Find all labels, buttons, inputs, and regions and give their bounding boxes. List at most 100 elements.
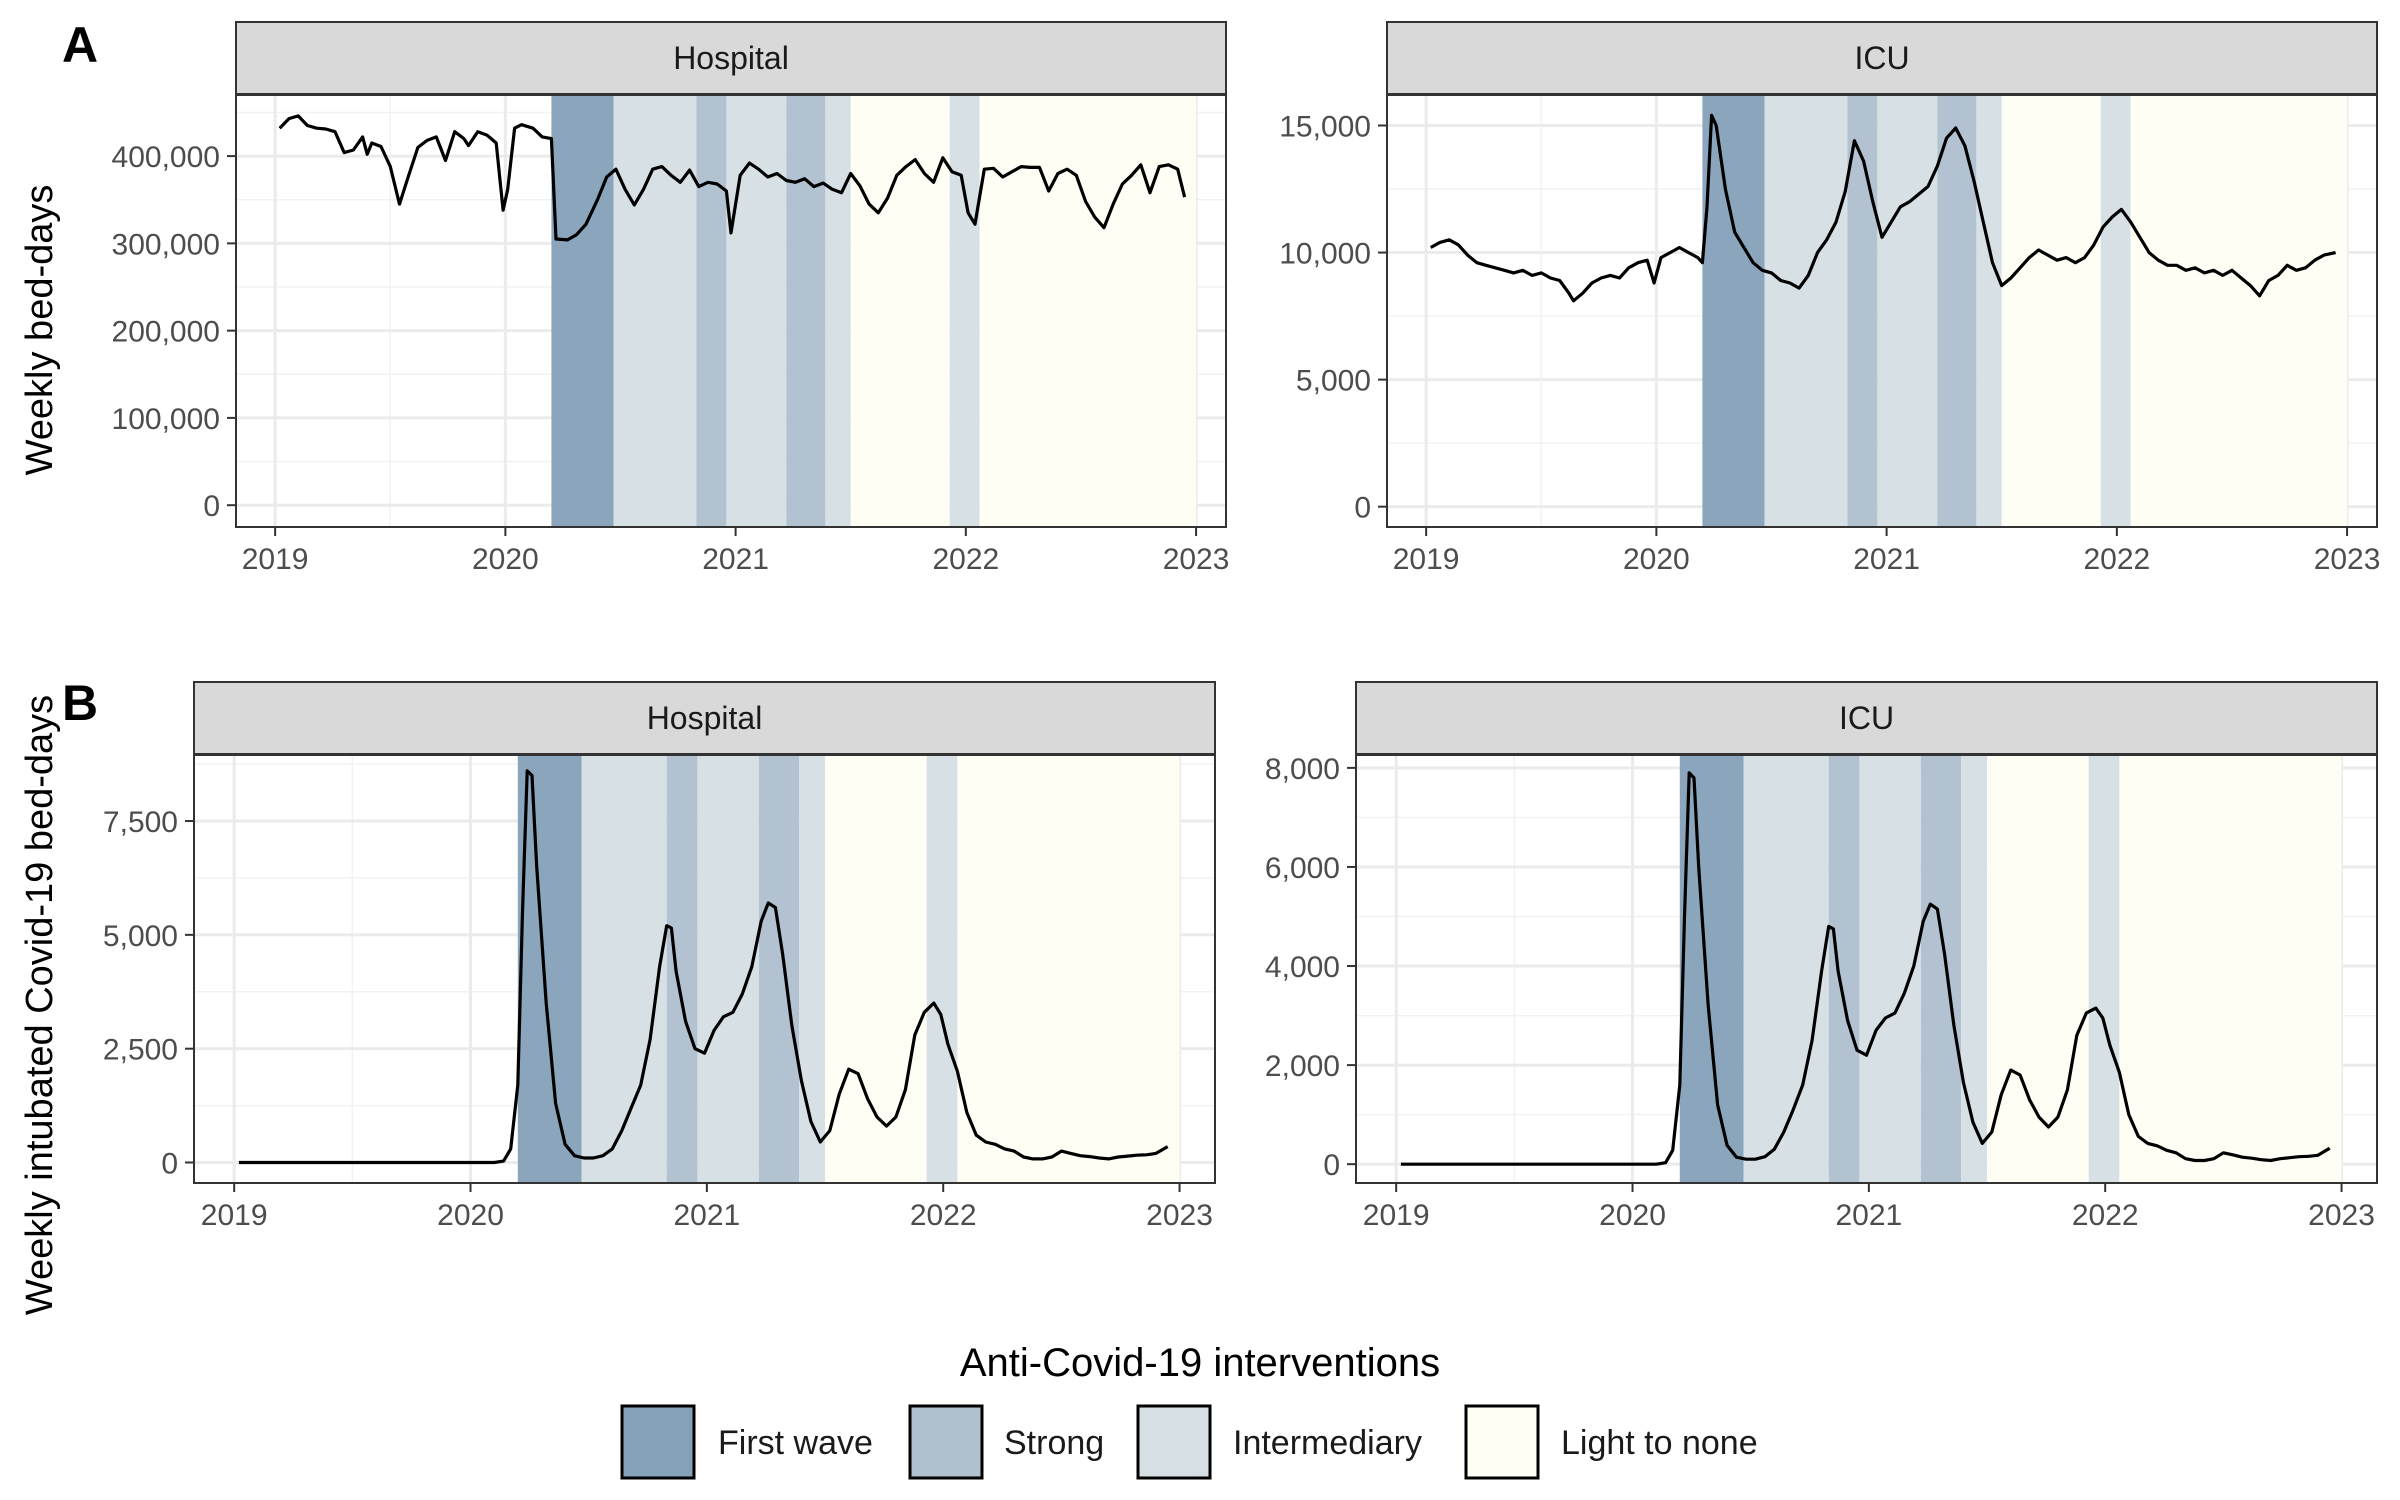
- band-intermediary: [1976, 95, 2002, 527]
- panel-border-a-hospital: [235, 94, 1227, 528]
- strip-label-b-hospital: Hospital: [647, 700, 763, 736]
- band-strong: [1937, 95, 1977, 527]
- x-tick-label: 2023: [2308, 1199, 2375, 1232]
- band-strong: [758, 755, 800, 1183]
- panel-b-icu: ICU 2019 2020 2021 2022 2023 0 2,000 4,000 6,000 8…: [1265, 681, 2378, 1232]
- panel-a-icu: ICU 2019 2020 2021 2022 2023 0 5,000 10,000 15,00…: [1279, 21, 2381, 576]
- x-tick-label: 2021: [702, 543, 769, 576]
- x-tick-label: 2022: [910, 1199, 977, 1232]
- band-intermediary: [949, 95, 980, 527]
- panel-border-b-icu: [1355, 754, 2378, 1184]
- legend-swatch-first-wave: [620, 1404, 696, 1480]
- legend-swatch-strong: [908, 1404, 984, 1480]
- strip-a-icu: [1386, 21, 2378, 95]
- band-first-wave: [551, 95, 614, 527]
- panel-border-a-icu: [1386, 94, 2378, 528]
- band-light-to-none: [825, 755, 927, 1183]
- y-tick-label: 8,000: [1265, 753, 1340, 786]
- strip-label-b-icu: ICU: [1839, 700, 1894, 736]
- y-tick-label: 15,000: [1279, 110, 1371, 143]
- y-tick-label: 0: [1323, 1149, 1340, 1182]
- legend-label-strong: Strong: [1004, 1424, 1104, 1462]
- band-intermediary: [2088, 755, 2120, 1183]
- x-tick-label: 2022: [2072, 1199, 2139, 1232]
- band-light-to-none: [1987, 755, 2089, 1183]
- x-tick-label: 2022: [932, 543, 999, 576]
- strip-a-hospital: [235, 21, 1227, 95]
- x-tick-label: 2020: [1599, 1199, 1666, 1232]
- band-light-to-none: [957, 755, 1180, 1183]
- band-intermediary: [581, 755, 667, 1183]
- y-axis-title-b: Weekly intubated Covid-19 bed-days: [19, 695, 61, 1315]
- band-intermediary: [926, 755, 958, 1183]
- y-tick-label: 10,000: [1279, 238, 1371, 271]
- y-tick-label: 6,000: [1265, 852, 1340, 885]
- y-tick-label: 200,000: [112, 316, 220, 349]
- band-intermediary: [697, 755, 759, 1183]
- x-tick-label: 2023: [1146, 1199, 1213, 1232]
- legend: Anti-Covid-19 interventions First wave S…: [620, 1341, 1758, 1480]
- band-intermediary: [1743, 755, 1829, 1183]
- y-tick-label: 300,000: [112, 228, 220, 261]
- panel-tag-a: A: [62, 17, 98, 73]
- y-tick-label: 5,000: [1296, 365, 1371, 398]
- band-light-to-none: [979, 95, 1197, 527]
- band-first-wave: [1702, 95, 1765, 527]
- panel-b-hospital: Hospital 2019 2020 2021 2022 2023 0 2,500 5,000 7…: [103, 681, 1216, 1232]
- x-tick-label: 2021: [1853, 543, 1920, 576]
- x-tick-label: 2020: [437, 1199, 504, 1232]
- y-tick-label: 4,000: [1265, 951, 1340, 984]
- band-intermediary: [1859, 755, 1921, 1183]
- band-intermediary: [1877, 95, 1938, 527]
- x-tick-label: 2020: [472, 543, 539, 576]
- band-first-wave: [517, 755, 582, 1183]
- series-line-a-hospital: [278, 114, 1187, 242]
- strip-label-a-icu: ICU: [1854, 40, 1909, 76]
- band-strong: [1828, 755, 1860, 1183]
- y-axis-title-a: Weekly bed-days: [19, 185, 61, 476]
- series-line-a-icu: [1429, 113, 2336, 303]
- x-tick-label: 2019: [1393, 543, 1460, 576]
- band-light-to-none: [2130, 95, 2348, 527]
- legend-label-intermediary: Intermediary: [1233, 1424, 1422, 1462]
- y-tick-label: 7,500: [103, 806, 178, 839]
- band-intermediary: [825, 95, 851, 527]
- y-tick-label: 2,500: [103, 1034, 178, 1067]
- band-strong: [666, 755, 698, 1183]
- legend-title: Anti-Covid-19 interventions: [960, 1341, 1440, 1385]
- panel-border-b-hospital: [193, 754, 1216, 1184]
- series-line-b-icu: [1400, 771, 2331, 1166]
- strip-b-hospital: [193, 681, 1216, 755]
- band-strong: [696, 95, 727, 527]
- strip-label-a-hospital: Hospital: [673, 40, 789, 76]
- band-intermediary: [2100, 95, 2131, 527]
- legend-label-light-to-none: Light to none: [1561, 1424, 1758, 1462]
- y-tick-label: 100,000: [112, 403, 220, 436]
- y-tick-label: 0: [203, 490, 220, 523]
- x-tick-label: 2023: [2314, 543, 2381, 576]
- band-intermediary: [799, 755, 826, 1183]
- panel-tag-b: B: [62, 675, 98, 731]
- x-tick-label: 2021: [1835, 1199, 1902, 1232]
- band-intermediary: [613, 95, 697, 527]
- legend-swatch-light-to-none: [1464, 1404, 1540, 1480]
- y-tick-label: 0: [1354, 492, 1371, 525]
- series-line-b-hospital: [238, 769, 1169, 1165]
- band-light-to-none: [850, 95, 950, 527]
- x-tick-label: 2023: [1163, 543, 1230, 576]
- band-intermediary: [1961, 755, 1988, 1183]
- x-tick-label: 2022: [2083, 543, 2150, 576]
- band-light-to-none: [2119, 755, 2342, 1183]
- y-tick-label: 5,000: [103, 920, 178, 953]
- band-intermediary: [726, 95, 787, 527]
- band-first-wave: [1679, 755, 1744, 1183]
- band-strong: [786, 95, 826, 527]
- legend-swatch-intermediary: [1136, 1404, 1212, 1480]
- band-strong: [1847, 95, 1878, 527]
- band-strong: [1920, 755, 1962, 1183]
- x-tick-label: 2019: [242, 543, 309, 576]
- band-light-to-none: [2001, 95, 2101, 527]
- y-tick-label: 400,000: [112, 141, 220, 174]
- x-tick-label: 2019: [201, 1199, 268, 1232]
